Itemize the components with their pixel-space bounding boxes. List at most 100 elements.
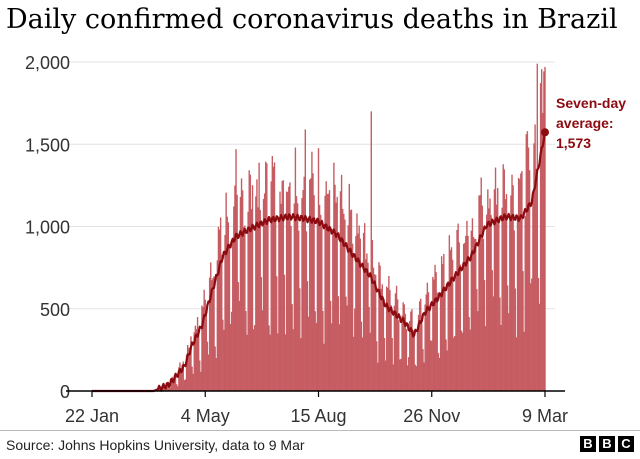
daily-bar [175, 384, 178, 391]
daily-bar [279, 191, 281, 391]
daily-bar [374, 274, 377, 391]
daily-bar [230, 311, 233, 391]
daily-bar [221, 254, 223, 391]
daily-bar [216, 260, 219, 391]
y-tick-label: 1,000 [25, 218, 70, 238]
daily-bar [501, 207, 503, 391]
daily-bar [421, 323, 423, 391]
footer-divider [0, 430, 640, 431]
chart: 0 500 1,000 1,500 2,000 22 Jan 4 May 15 Aug 26 … [25, 53, 626, 426]
daily-bar [366, 253, 368, 391]
daily-bar [479, 195, 481, 391]
daily-bar [305, 231, 308, 391]
daily-bar [535, 168, 537, 391]
daily-bar [536, 63, 539, 392]
daily-bar [298, 230, 300, 391]
daily-bar [449, 250, 452, 391]
daily-bar [334, 184, 336, 391]
daily-bar [233, 206, 235, 391]
daily-bar [543, 71, 545, 392]
daily-bar [377, 362, 379, 391]
daily-bar [456, 229, 458, 391]
daily-bar [400, 358, 402, 391]
daily-bar [174, 375, 177, 391]
daily-bar [406, 365, 409, 391]
daily-bar [299, 288, 301, 391]
daily-bar [376, 341, 378, 391]
daily-bar [343, 213, 345, 391]
daily-bar [226, 216, 228, 391]
daily-bar [278, 220, 280, 391]
daily-bar [303, 176, 305, 391]
daily-bar [473, 238, 476, 391]
daily-bar [355, 236, 357, 391]
daily-bar [325, 181, 327, 391]
daily-bar [480, 177, 482, 391]
annotation-value: 1,573 [556, 135, 591, 151]
daily-bar [361, 337, 364, 391]
daily-bar [365, 259, 367, 391]
daily-bar [390, 305, 392, 391]
daily-bar [466, 220, 468, 391]
daily-bar [291, 304, 293, 391]
daily-bar [509, 215, 511, 391]
daily-bar [287, 192, 289, 391]
daily-bar [416, 329, 419, 391]
daily-bar [236, 194, 238, 391]
daily-bar [506, 285, 509, 391]
daily-bar [252, 329, 255, 391]
daily-bar [271, 156, 274, 391]
daily-bar [178, 367, 180, 391]
daily-bar [218, 229, 221, 391]
daily-bar [544, 66, 546, 391]
daily-bar [418, 301, 421, 391]
daily-bar [327, 193, 330, 391]
daily-bar [347, 225, 349, 391]
daily-bar [510, 195, 512, 391]
daily-bar [515, 337, 518, 391]
daily-bar [186, 344, 189, 391]
x-tick-label: 26 Nov [403, 406, 460, 426]
y-tick-label: 500 [40, 300, 70, 320]
daily-bar [196, 317, 199, 391]
daily-bar [219, 217, 222, 391]
daily-bar [312, 173, 314, 391]
daily-bar [369, 332, 371, 391]
daily-bar [527, 147, 530, 391]
daily-bar [258, 162, 260, 391]
daily-bar [478, 195, 480, 391]
daily-bar [401, 315, 403, 391]
daily-bar [244, 225, 246, 391]
daily-bar [422, 349, 424, 391]
daily-bar [352, 336, 355, 391]
daily-bar [363, 223, 366, 391]
daily-bar [222, 319, 224, 391]
daily-bar [411, 309, 413, 391]
daily-bar [232, 238, 234, 391]
daily-bar [367, 262, 369, 391]
daily-bar [427, 292, 430, 391]
daily-bar [436, 292, 438, 391]
daily-bar [380, 288, 382, 391]
daily-bar [520, 173, 522, 391]
daily-bar [332, 228, 334, 391]
daily-bar [293, 203, 296, 391]
daily-bar [191, 366, 193, 391]
daily-bar [465, 235, 467, 391]
daily-bar [404, 313, 407, 391]
daily-bar [280, 203, 282, 391]
daily-bar [410, 311, 412, 391]
daily-bar [470, 230, 473, 391]
daily-bar [201, 305, 203, 391]
daily-bar [446, 350, 448, 391]
daily-bar [202, 307, 204, 391]
daily-bar [504, 199, 507, 391]
daily-bar [453, 337, 455, 391]
daily-bar [519, 179, 521, 391]
daily-bar [434, 264, 436, 391]
daily-bar [488, 208, 490, 391]
daily-bar [316, 220, 319, 391]
daily-bar [354, 308, 356, 391]
daily-bar [185, 355, 188, 391]
daily-bar [211, 280, 213, 391]
